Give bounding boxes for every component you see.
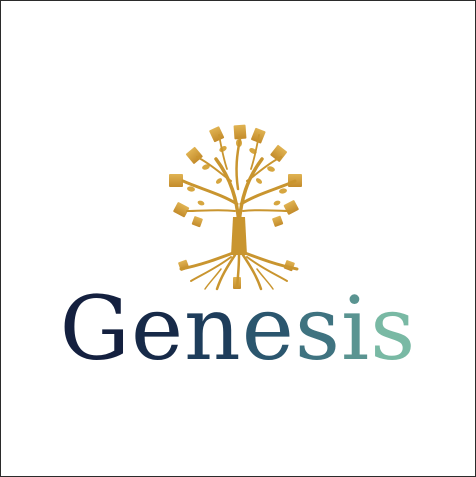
wordmark-letter: s [370,277,417,380]
brand-wordmark: Genesis [1,259,475,399]
wordmark-letter: s [294,277,341,380]
wordmark-letter: G [59,277,131,380]
wordmark-letter: n [184,277,242,380]
wordmark-letter: i [340,277,371,380]
tree-of-knowledge-icon [169,124,302,291]
wordmark-letter: e [241,277,295,380]
wordmark-letter: e [130,277,185,380]
